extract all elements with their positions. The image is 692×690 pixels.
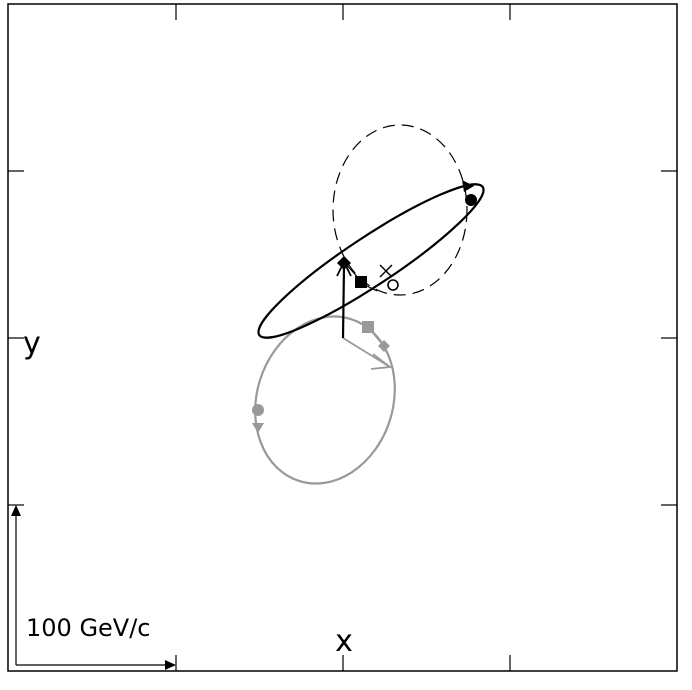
black-solid-ellipse [257, 183, 485, 339]
black-square [355, 276, 367, 288]
x-axis-label: x [335, 624, 353, 659]
cross-stroke-2 [379, 264, 393, 278]
black-ellipse-arrowhead [462, 180, 474, 192]
gray-vector-arrowhead [370, 353, 393, 370]
gray-ellipse [254, 315, 396, 485]
black-vertical-vector [341, 265, 346, 339]
gray-vector [342, 337, 391, 368]
scale-bar: 100 GeV/c [11, 505, 176, 670]
gray-circle [252, 404, 264, 416]
gray-group [252, 315, 396, 485]
black-circle [465, 194, 477, 206]
scale-bar-label: 100 GeV/c [26, 614, 151, 642]
black-group [257, 180, 485, 339]
scale-bar-up-arrow [11, 505, 21, 516]
gray-diamond [378, 340, 390, 352]
gray-square [362, 321, 374, 333]
open-circle [387, 279, 399, 291]
scale-bar-right-arrow [165, 660, 176, 670]
y-axis-label: y [23, 326, 41, 361]
gray-arrowhead [252, 423, 264, 433]
black-dashed-ellipse [332, 124, 468, 296]
